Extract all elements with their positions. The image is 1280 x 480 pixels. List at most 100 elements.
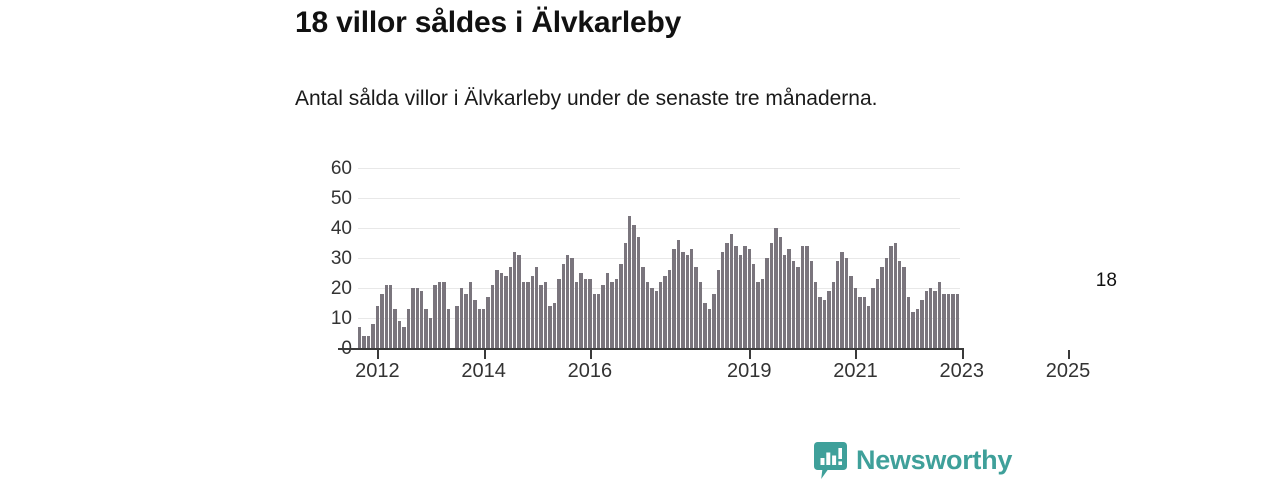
bar bbox=[707, 309, 712, 348]
bar bbox=[765, 258, 769, 348]
bar bbox=[490, 285, 495, 348]
bar bbox=[698, 282, 703, 348]
y-axis-tick-label: 20 bbox=[330, 278, 352, 299]
bar bbox=[561, 264, 566, 348]
bar bbox=[380, 294, 384, 348]
bar bbox=[592, 294, 597, 348]
bar bbox=[827, 291, 831, 348]
y-axis-tick-label: 40 bbox=[330, 218, 352, 239]
bar bbox=[605, 273, 610, 348]
x-axis-tick-label: 2025 bbox=[1045, 360, 1091, 382]
chart-subtitle: Antal sålda villor i Älvkarleby under de… bbox=[295, 87, 878, 110]
bar bbox=[663, 276, 667, 348]
y-axis-tick-label: 60 bbox=[330, 158, 352, 179]
bar bbox=[397, 321, 402, 348]
highlight-value-label: 18 bbox=[1095, 270, 1117, 291]
bar bbox=[486, 297, 490, 348]
bar bbox=[442, 282, 446, 348]
y-axis-labels: 0102030405060 bbox=[300, 159, 352, 358]
bar bbox=[574, 282, 579, 348]
bar bbox=[822, 300, 827, 348]
bar bbox=[955, 294, 959, 348]
bar bbox=[809, 261, 813, 348]
bar bbox=[570, 258, 574, 348]
y-axis-tick-label: 10 bbox=[330, 308, 352, 329]
bar bbox=[464, 294, 468, 348]
bar-series bbox=[358, 168, 960, 348]
logo-wordmark: Newsworthy bbox=[856, 445, 1013, 475]
bar bbox=[659, 282, 663, 348]
bar bbox=[628, 216, 632, 348]
bar bbox=[366, 336, 371, 348]
bar bbox=[884, 258, 889, 348]
bar bbox=[650, 288, 654, 348]
bar bbox=[636, 237, 641, 348]
bar bbox=[796, 267, 800, 348]
plot-area bbox=[358, 168, 960, 348]
bar bbox=[375, 306, 380, 348]
bar bbox=[362, 336, 366, 348]
bar bbox=[446, 309, 450, 348]
bar bbox=[875, 279, 880, 348]
bar bbox=[552, 303, 557, 348]
bar bbox=[388, 285, 393, 348]
bar bbox=[539, 285, 543, 348]
page-title: 18 villor såldes i Älvkarleby bbox=[295, 6, 682, 39]
bar bbox=[769, 243, 774, 348]
bar bbox=[880, 267, 884, 348]
x-axis-tick-label: 2012 bbox=[355, 360, 400, 382]
bar bbox=[689, 249, 694, 348]
bar bbox=[844, 258, 849, 348]
bar bbox=[406, 309, 411, 348]
bar bbox=[862, 297, 867, 348]
bar bbox=[937, 282, 942, 348]
bar bbox=[898, 261, 902, 348]
bar bbox=[579, 273, 583, 348]
bar bbox=[499, 273, 504, 348]
bar bbox=[504, 276, 508, 348]
bar bbox=[703, 303, 707, 348]
bar bbox=[747, 249, 751, 348]
bar bbox=[836, 261, 840, 348]
bar bbox=[831, 282, 836, 348]
bar bbox=[805, 246, 809, 348]
bar bbox=[756, 282, 760, 348]
bar bbox=[738, 255, 743, 348]
bar bbox=[729, 234, 734, 348]
bar bbox=[583, 279, 588, 348]
bar bbox=[867, 306, 871, 348]
bar bbox=[902, 267, 906, 348]
bar bbox=[813, 282, 818, 348]
bar bbox=[800, 246, 805, 348]
newsworthy-bubble-chart-icon bbox=[814, 442, 847, 479]
x-axis-tick-mark bbox=[749, 350, 752, 359]
newsworthy-logo: Newsworthy bbox=[814, 442, 1012, 479]
bar bbox=[818, 297, 822, 348]
bar bbox=[716, 270, 720, 348]
gridline bbox=[358, 228, 960, 229]
bar bbox=[946, 294, 951, 348]
x-axis-tick-mark bbox=[483, 350, 486, 359]
gridline bbox=[358, 198, 960, 199]
bar bbox=[734, 246, 738, 348]
bar-chart: 0102030405060 20122014201620192021202320… bbox=[300, 159, 1117, 388]
bar bbox=[424, 309, 428, 348]
bar bbox=[619, 264, 623, 348]
gridline bbox=[358, 258, 960, 259]
bar bbox=[526, 282, 530, 348]
bar bbox=[557, 279, 561, 348]
bar bbox=[623, 243, 628, 348]
bar bbox=[428, 318, 433, 348]
bar bbox=[778, 237, 782, 348]
bar bbox=[782, 255, 787, 348]
bar bbox=[411, 288, 415, 348]
bar bbox=[481, 309, 486, 348]
x-axis-tick-label: 2021 bbox=[833, 360, 878, 382]
bar bbox=[645, 282, 650, 348]
x-axis-line bbox=[338, 348, 964, 350]
bar bbox=[415, 288, 419, 348]
x-axis-tick-label: 2014 bbox=[461, 360, 506, 382]
bar bbox=[393, 309, 397, 348]
bar bbox=[681, 252, 685, 348]
bar bbox=[530, 276, 535, 348]
